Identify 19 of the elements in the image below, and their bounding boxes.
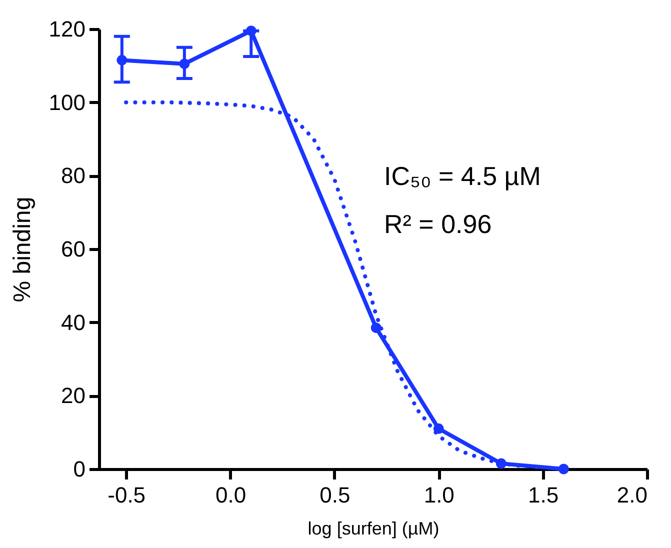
y-tick-label: 0 (73, 456, 86, 482)
x-tick-label: 1.5 (528, 482, 559, 508)
y-tick-label: 60 (61, 236, 86, 262)
y-tick-label: 120 (48, 16, 86, 42)
x-tick-label: 0.5 (320, 482, 350, 508)
x-tick-label: 0.0 (215, 482, 246, 508)
y-axis-title: % binding (8, 196, 36, 302)
x-tick-label: 2.0 (616, 482, 648, 508)
y-tick-label: 40 (61, 310, 86, 335)
annotation: IC₅₀ = 4.5 µM (384, 161, 541, 191)
y-tick-label: 80 (61, 163, 86, 188)
x-axis-title: log [surfen] (µM) (308, 518, 440, 538)
point (370, 322, 382, 334)
point (558, 464, 569, 474)
y-tick-label: 100 (48, 90, 86, 115)
x-tick-label: -0.5 (108, 482, 146, 508)
x-tick-label: 1.0 (424, 482, 454, 508)
y-tick-label: 20 (61, 383, 86, 408)
annotation: R² = 0.96 (384, 209, 492, 239)
